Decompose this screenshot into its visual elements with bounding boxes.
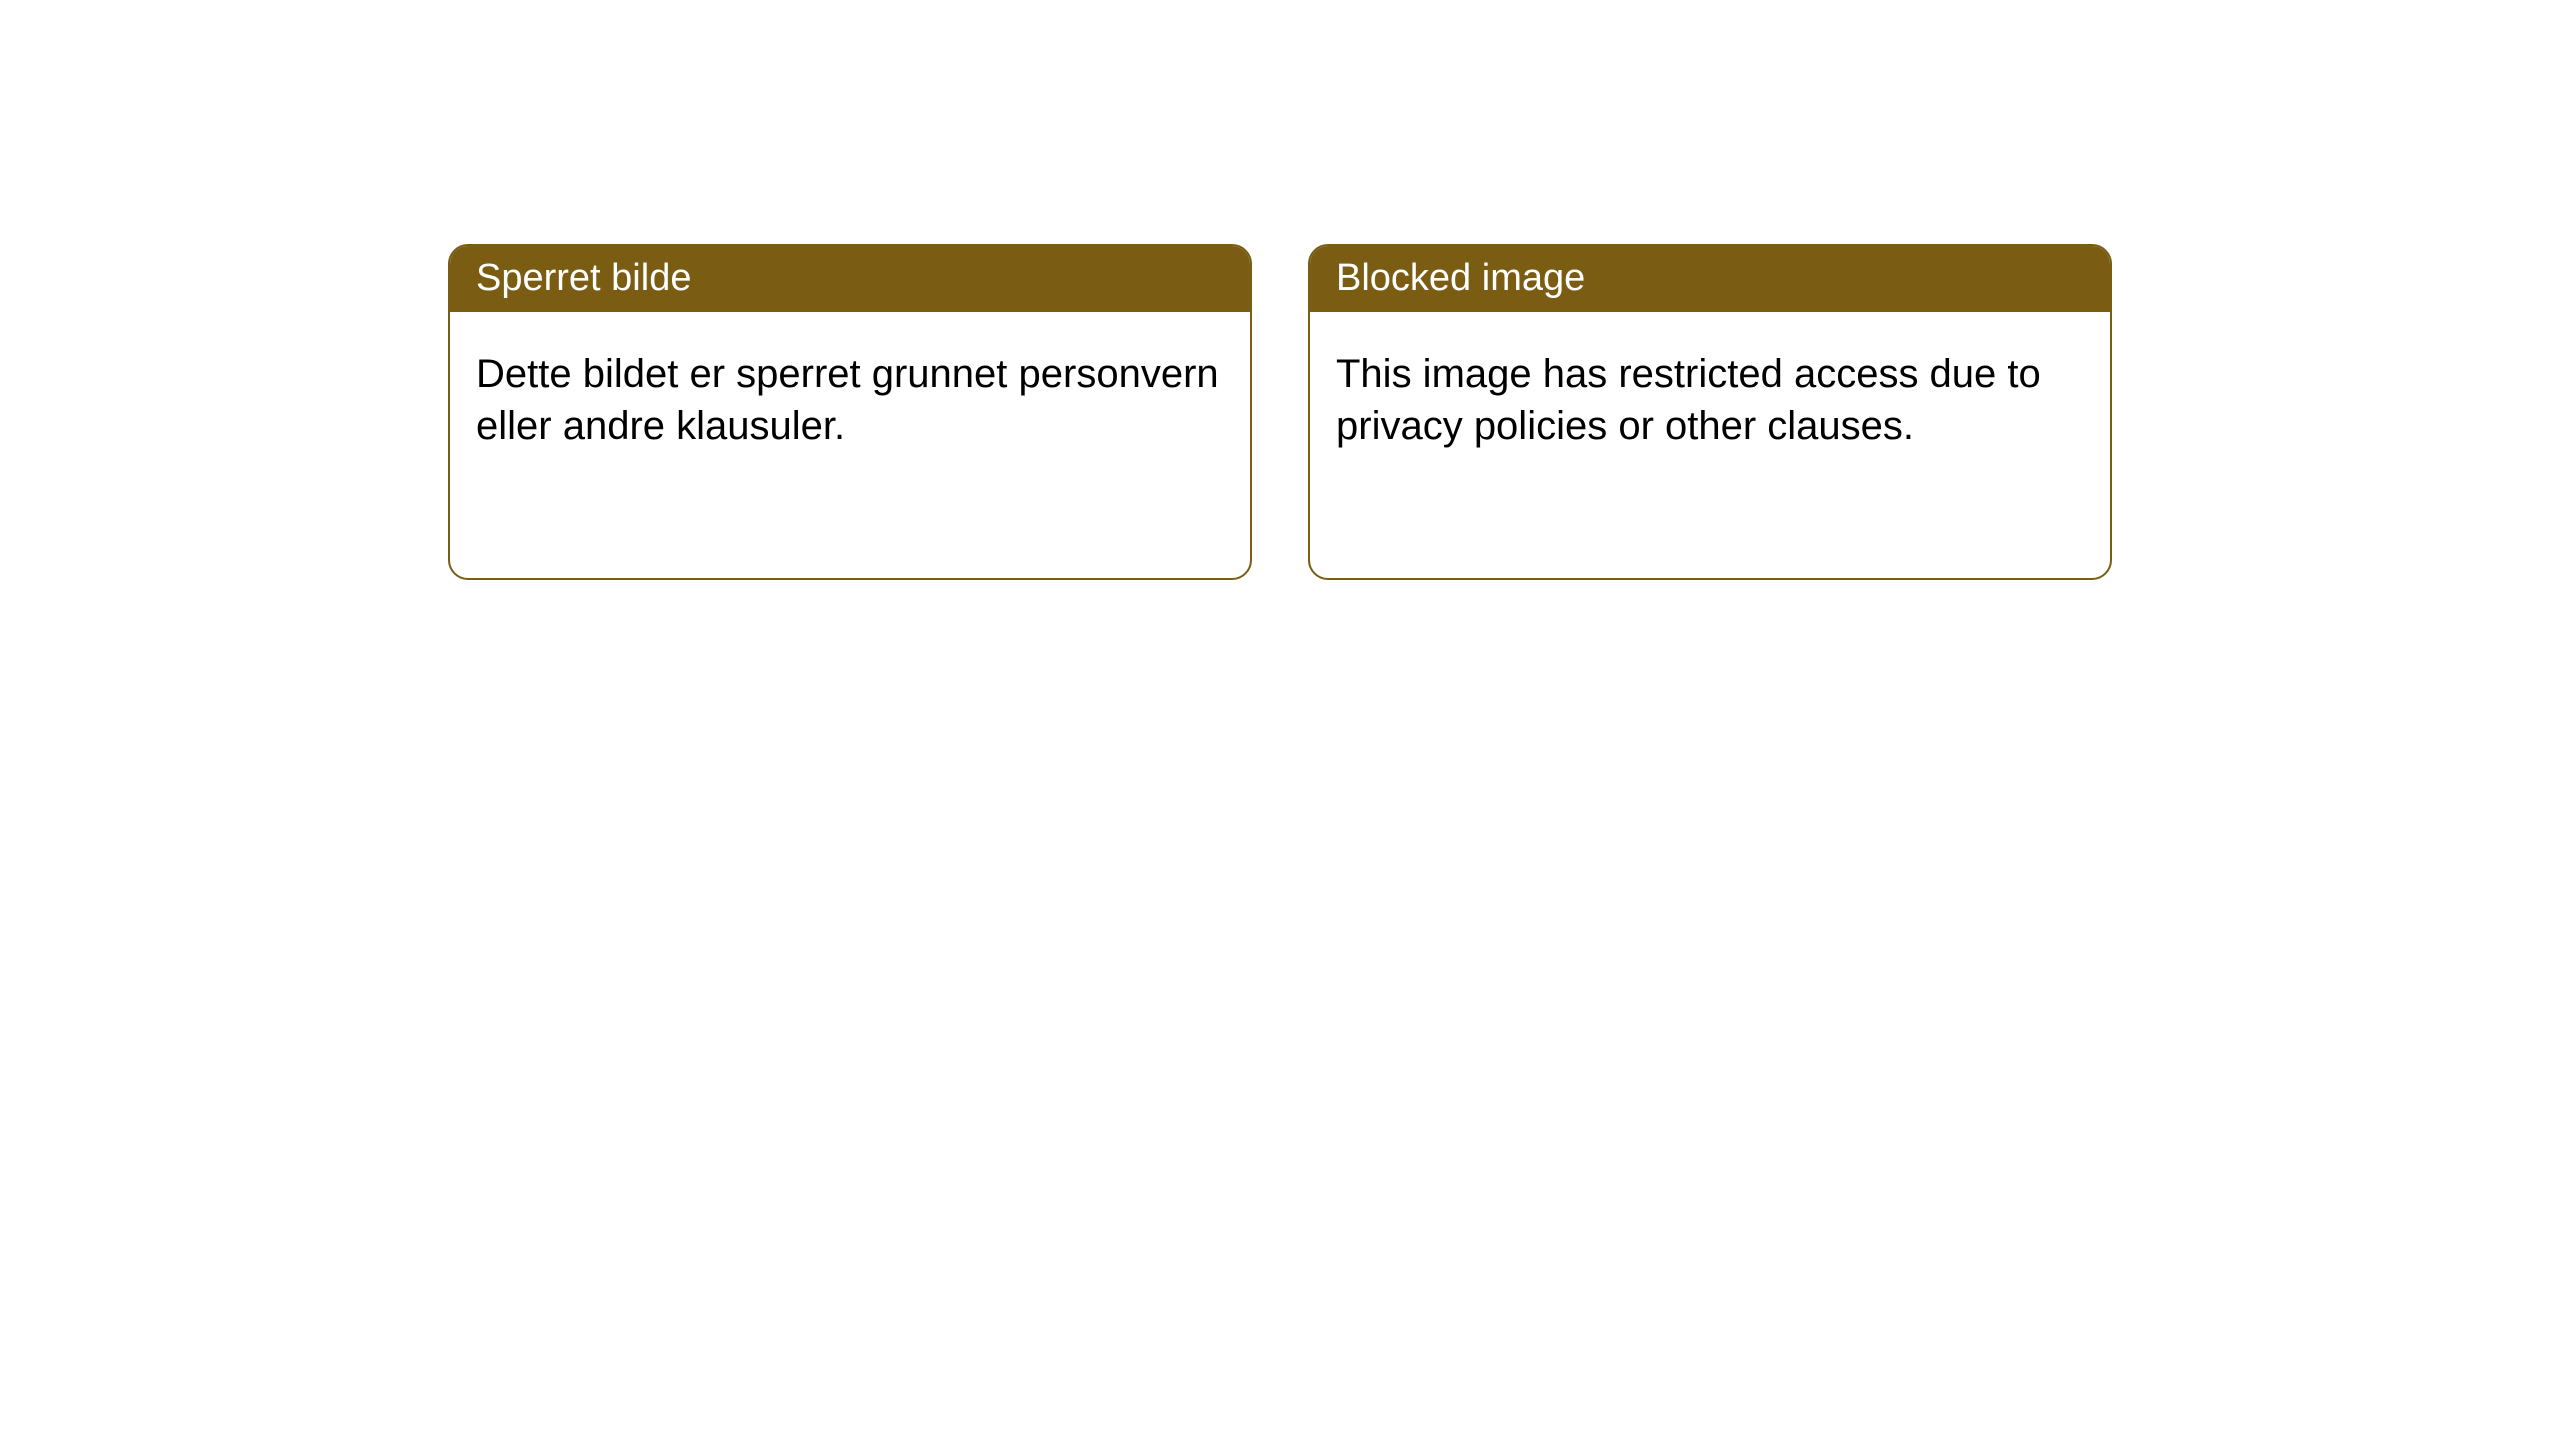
- notice-title: Sperret bilde: [450, 246, 1250, 312]
- notice-body: This image has restricted access due to …: [1310, 312, 2110, 488]
- notice-body: Dette bildet er sperret grunnet personve…: [450, 312, 1250, 488]
- notice-card-english: Blocked image This image has restricted …: [1308, 244, 2112, 580]
- notice-title: Blocked image: [1310, 246, 2110, 312]
- notices-container: Sperret bilde Dette bildet er sperret gr…: [0, 0, 2560, 580]
- notice-card-norwegian: Sperret bilde Dette bildet er sperret gr…: [448, 244, 1252, 580]
